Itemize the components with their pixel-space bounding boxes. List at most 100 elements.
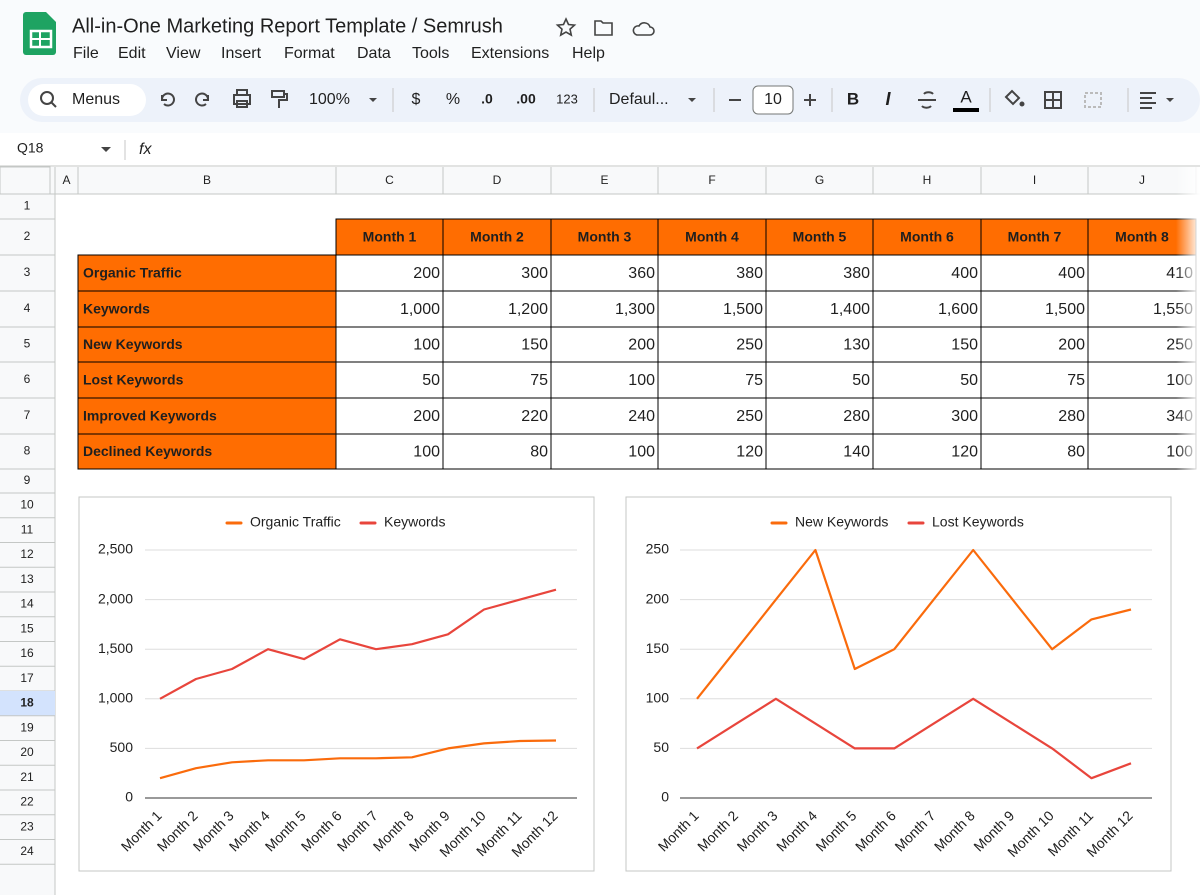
menu-item[interactable]: Data: [357, 45, 391, 62]
table-row-label-cell[interactable]: [77, 433, 337, 470]
table-cell[interactable]: [657, 397, 767, 435]
legend-label[interactable]: Lost Keywords: [932, 514, 1024, 530]
title-icons[interactable]: [555, 17, 655, 37]
row-header[interactable]: 21: [20, 770, 34, 784]
row-header[interactable]: 8: [24, 444, 31, 458]
table-header-cell[interactable]: [872, 218, 982, 256]
column-header[interactable]: C: [385, 173, 394, 187]
table-cell[interactable]: [442, 254, 552, 292]
table-row-label-cell[interactable]: [77, 397, 337, 435]
table-header-cell[interactable]: [550, 218, 659, 256]
table-cell[interactable]: [657, 326, 767, 363]
column-header[interactable]: G: [815, 173, 824, 187]
menus-search[interactable]: [28, 84, 146, 116]
font-size-box[interactable]: [752, 85, 794, 115]
column-header[interactable]: E: [600, 173, 608, 187]
column-header[interactable]: J: [1139, 173, 1145, 187]
row-header[interactable]: 2: [24, 229, 31, 243]
table-cell[interactable]: [442, 433, 552, 470]
table-cell[interactable]: [872, 397, 982, 435]
row-header[interactable]: 18: [20, 696, 34, 710]
table-cell[interactable]: [765, 397, 874, 435]
toolbar-bold[interactable]: B: [847, 89, 859, 108]
toolbar-number-format[interactable]: 123: [556, 91, 578, 106]
menu-item[interactable]: Insert: [221, 45, 262, 62]
table-cell[interactable]: [335, 433, 444, 470]
row-header[interactable]: 5: [24, 337, 31, 351]
row-header[interactable]: 22: [20, 795, 34, 809]
row-header[interactable]: 20: [20, 745, 34, 759]
menu-item[interactable]: View: [166, 45, 201, 62]
row-header[interactable]: 15: [20, 621, 34, 635]
column-header[interactable]: H: [923, 173, 932, 187]
table-cell[interactable]: [872, 433, 982, 470]
menu-item[interactable]: Tools: [412, 45, 449, 62]
column-header[interactable]: D: [493, 173, 502, 187]
table-cell[interactable]: [980, 254, 1089, 292]
toolbar-search[interactable]: Menus: [72, 91, 120, 108]
column-header[interactable]: A: [62, 173, 70, 187]
row-header[interactable]: 6: [24, 372, 31, 386]
table-header-cell[interactable]: [657, 218, 767, 256]
table-header-cell[interactable]: [442, 218, 552, 256]
column-header[interactable]: F: [708, 173, 715, 187]
menu-item[interactable]: File: [73, 45, 99, 62]
row-header[interactable]: 11: [21, 522, 34, 536]
table-cell[interactable]: [550, 361, 659, 399]
table-cell[interactable]: [872, 326, 982, 363]
row-header[interactable]: 7: [24, 408, 31, 422]
sheets-logo[interactable]: [23, 12, 56, 55]
name-box[interactable]: Q18: [17, 140, 44, 156]
row-header[interactable]: 1: [24, 199, 31, 213]
table-cell[interactable]: [550, 254, 659, 292]
table-cell[interactable]: [335, 326, 444, 363]
table-header-cell[interactable]: [335, 218, 444, 256]
table-cell[interactable]: [765, 326, 874, 363]
table-row-label-cell[interactable]: [77, 361, 337, 399]
row-header[interactable]: 14: [20, 597, 34, 611]
row-header[interactable]: 19: [20, 720, 34, 734]
table-cell[interactable]: [980, 433, 1089, 470]
table-cell[interactable]: [550, 290, 659, 328]
legend-label[interactable]: Organic Traffic: [250, 514, 341, 530]
table-cell[interactable]: [765, 290, 874, 328]
doc-title[interactable]: All-in-One Marketing Report Template / S…: [72, 15, 503, 37]
row-header[interactable]: 23: [20, 819, 34, 833]
row-header[interactable]: 24: [20, 844, 34, 858]
toolbar-decrease-decimal[interactable]: .0: [481, 91, 493, 107]
toolbar-italic[interactable]: I: [885, 89, 891, 109]
toolbar-zoom[interactable]: 100%: [309, 91, 350, 108]
table-cell[interactable]: [765, 254, 874, 292]
toolbar-font[interactable]: Defaul...: [609, 91, 669, 108]
table-cell[interactable]: [442, 397, 552, 435]
column-header[interactable]: I: [1033, 173, 1036, 187]
table-cell[interactable]: [765, 433, 874, 470]
table-header-cell[interactable]: [980, 218, 1089, 256]
toolbar-currency[interactable]: $: [412, 91, 421, 108]
legend-label[interactable]: New Keywords: [795, 514, 888, 530]
row-header[interactable]: 3: [24, 265, 31, 279]
row-header[interactable]: 17: [20, 671, 34, 685]
table-cell[interactable]: [442, 326, 552, 363]
table-cell[interactable]: [335, 254, 444, 292]
table-cell[interactable]: [980, 397, 1089, 435]
name-box-arrow[interactable]: [101, 147, 111, 152]
toolbar-increase-decimal[interactable]: .00: [516, 91, 536, 107]
toolbar-text-color[interactable]: A: [960, 87, 972, 106]
table-cell[interactable]: [442, 290, 552, 328]
table-header-cell[interactable]: [765, 218, 874, 256]
menu-item[interactable]: Extensions: [471, 45, 549, 62]
menu-item[interactable]: Format: [284, 45, 335, 62]
select-all[interactable]: [0, 166, 51, 195]
row-header[interactable]: 12: [20, 547, 34, 561]
row-header[interactable]: 13: [20, 572, 34, 586]
row-header[interactable]: 9: [24, 473, 31, 487]
column-header[interactable]: B: [203, 173, 211, 187]
table-cell[interactable]: [872, 290, 982, 328]
row-header[interactable]: 4: [24, 301, 31, 315]
row-header[interactable]: 10: [20, 498, 34, 512]
table-cell[interactable]: [335, 361, 444, 399]
table-cell[interactable]: [657, 433, 767, 470]
menu-item[interactable]: Help: [572, 45, 605, 62]
toolbar-percent[interactable]: %: [446, 91, 460, 108]
